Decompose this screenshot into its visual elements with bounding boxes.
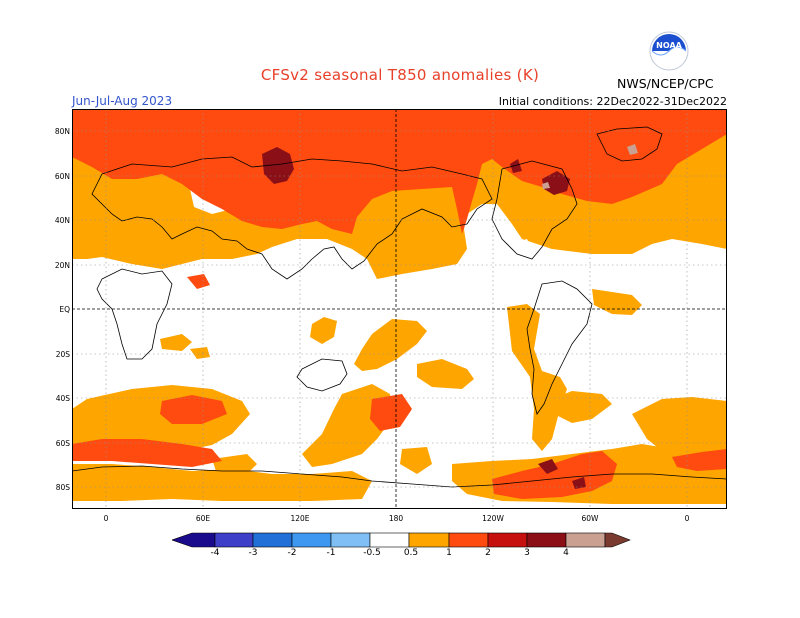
grid-lines [72, 109, 727, 509]
noaa-logo-text: NOAA [656, 41, 682, 50]
legend-label-05: 0.5 [403, 548, 419, 558]
legend-swatch-neg1-neg05 [330, 532, 371, 548]
legend-label-2: 2 [485, 548, 491, 558]
lon-label-120w: 120W [482, 514, 504, 523]
initial-conditions-label: Initial conditions: 22Dec2022-31Dec2022 [498, 95, 727, 108]
legend-label-4: 4 [563, 548, 569, 558]
legend-label-neg3: -3 [248, 548, 258, 558]
lon-label-60w: 60W [581, 514, 599, 523]
legend-label-neg2: -2 [287, 548, 297, 558]
legend-swatch-gt-4 [604, 532, 631, 548]
map-frame [72, 109, 727, 509]
lat-label-80n: 80N [54, 127, 70, 136]
anomaly-red-regions [72, 109, 727, 499]
lat-label-40n: 40N [54, 216, 70, 225]
legend-label-1: 1 [446, 548, 452, 558]
legend-swatch-1-2 [448, 532, 489, 548]
coastlines [72, 126, 727, 488]
season-label: Jun-Jul-Aug 2023 [72, 94, 173, 108]
legend-label-neg05: -0.5 [363, 548, 381, 558]
lat-label-80s: 80S [55, 483, 70, 492]
anomaly-pink-regions [542, 144, 638, 189]
lon-label-180: 180 [388, 514, 404, 523]
reference-lines [72, 109, 727, 509]
legend-swatch-3-4 [526, 532, 567, 548]
legend-label-neg4: -4 [210, 548, 220, 558]
legend-swatch-neg4-neg3 [214, 532, 254, 548]
legend-swatch-neutral [369, 532, 410, 548]
lat-label-60s: 60S [55, 439, 70, 448]
lon-label-0: 0 [103, 514, 109, 523]
noaa-logo-icon: NOAA [649, 31, 689, 71]
legend-label-neg1: -1 [326, 548, 336, 558]
lat-label-60n: 60N [54, 172, 70, 181]
legend-swatch-neg2-neg1 [291, 532, 332, 548]
lat-label-40s: 40S [55, 394, 70, 403]
color-legend [172, 532, 631, 548]
anomaly-darkred-regions [262, 147, 586, 489]
lon-label-60e: 60E [195, 514, 211, 523]
chart-title: CFSv2 seasonal T850 anomalies (K) [260, 66, 540, 84]
lat-label-20n: 20N [54, 261, 70, 270]
legend-swatch-05-1 [408, 532, 450, 548]
lon-label-120e: 120E [290, 514, 310, 523]
lon-label-0-east: 0 [684, 514, 690, 523]
anomaly-map [72, 109, 727, 509]
map-area [72, 109, 727, 509]
legend-swatch-lt-neg4 [172, 532, 216, 548]
lat-label-eq: EQ [59, 305, 70, 314]
legend-label-3: 3 [524, 548, 530, 558]
lat-label-20s: 20S [55, 350, 70, 359]
agency-label: NWS/NCEP/CPC [617, 76, 714, 91]
legend-swatch-2-3 [487, 532, 528, 548]
legend-swatch-4-plus [565, 532, 606, 548]
legend-swatch-neg3-neg2 [252, 532, 293, 548]
